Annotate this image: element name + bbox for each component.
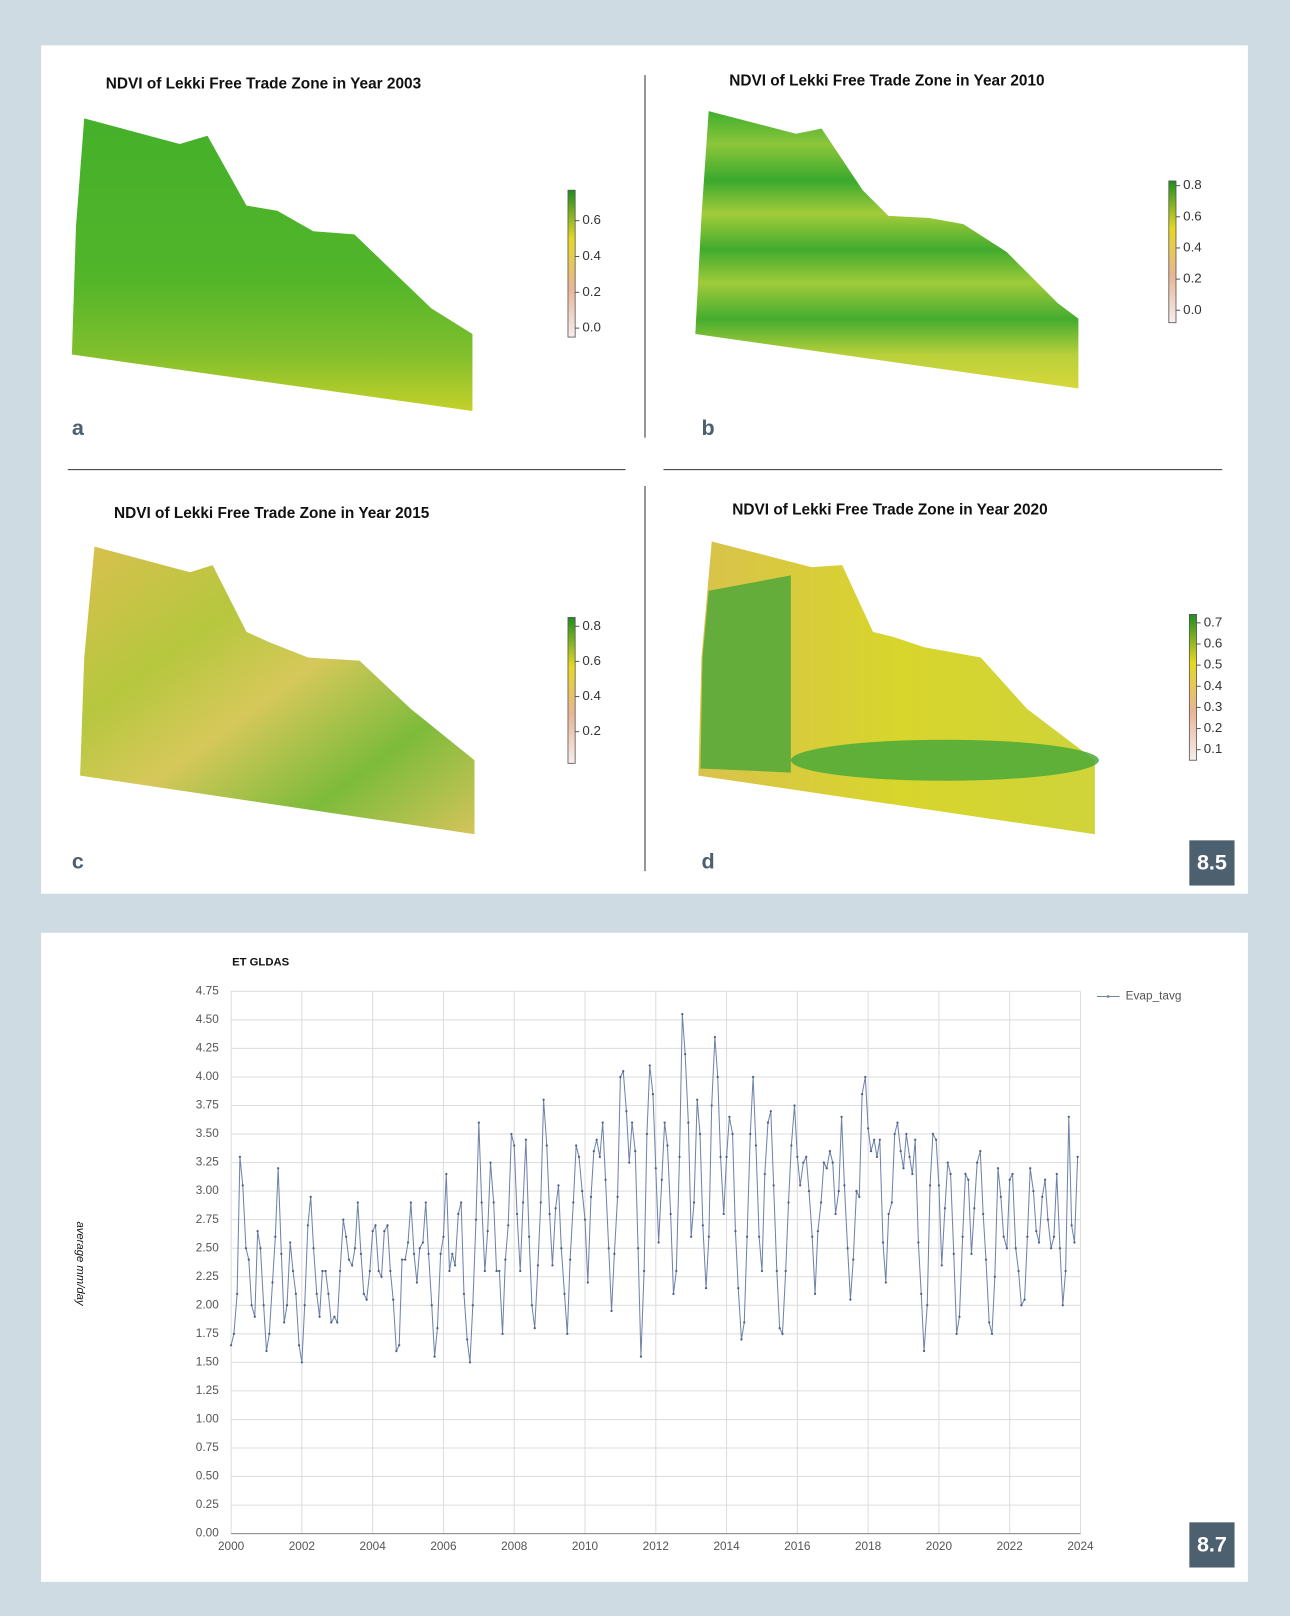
x-tick-label: 2018 (855, 1539, 882, 1553)
colorbar-tick-label: 0.4 (1183, 239, 1202, 254)
panel-label: b (701, 415, 714, 440)
map-title: NDVI of Lekki Free Trade Zone in Year 20… (732, 502, 1047, 519)
panel-label: c (72, 849, 84, 874)
badge-text: 8.5 (1197, 850, 1227, 875)
x-tick-label: 2008 (501, 1539, 528, 1553)
y-tick-label: 0.00 (196, 1526, 219, 1540)
colorbar-tick-label: 0.7 (1204, 614, 1223, 629)
y-tick-label: 4.25 (196, 1041, 219, 1055)
y-tick-label: 1.50 (196, 1354, 219, 1368)
y-tick-label: 3.50 (196, 1126, 219, 1140)
colorbar-tick-label: 0.1 (1204, 741, 1223, 756)
y-tick-label: 3.00 (196, 1183, 219, 1197)
colorbar-tick-label: 0.8 (1183, 177, 1202, 192)
x-tick-label: 2020 (926, 1539, 953, 1553)
chart-title: ET GLDAS (232, 957, 290, 969)
colorbar-tick-label: 0.6 (1183, 208, 1202, 223)
colorbar-tick-label: 0.4 (582, 688, 601, 703)
x-tick-label: 2004 (360, 1539, 387, 1553)
colorbar-tick-label: 0.8 (582, 618, 601, 633)
colorbar-tick-label: 0.2 (1204, 720, 1223, 735)
page: {"badges": ["8.5", "8.7"], "chart_data":… (0, 0, 1290, 1616)
map-title: NDVI of Lekki Free Trade Zone in Year 20… (729, 72, 1044, 89)
colorbar-tick-label: 0.6 (1204, 636, 1223, 651)
x-tick-label: 2016 (784, 1539, 811, 1553)
map-title: NDVI of Lekki Free Trade Zone in Year 20… (106, 75, 421, 92)
colorbar-tick-label: 0.0 (582, 320, 601, 335)
colorbar-tick-label: 0.4 (1204, 678, 1223, 693)
y-tick-label: 1.00 (196, 1412, 219, 1426)
colorbar-tick-label: 0.6 (582, 653, 601, 668)
colorbar-tick-label: 0.2 (582, 284, 601, 299)
colorbar-tick-label: 0.2 (582, 723, 601, 738)
legend-label: Evap_tavg (1126, 989, 1182, 1003)
y-tick-label: 4.50 (196, 1012, 219, 1026)
figure-page: 8.5 8.7 NDVI of Lekki Free Trade Zone in… (0, 0, 1290, 1616)
y-tick-label: 0.50 (196, 1469, 219, 1483)
y-tick-label: 2.25 (196, 1269, 219, 1283)
y-tick-label: 2.50 (196, 1240, 219, 1254)
y-tick-label: 3.25 (196, 1155, 219, 1169)
y-tick-label: 0.25 (196, 1497, 219, 1511)
y-tick-label: 1.25 (196, 1383, 219, 1397)
panel-label: d (701, 849, 714, 874)
colorbar-tick-label: 0.4 (582, 248, 601, 263)
map-title: NDVI of Lekki Free Trade Zone in Year 20… (114, 505, 430, 522)
colorbar-tick-label: 0.5 (1204, 657, 1223, 672)
ndvi-map-detail (791, 740, 1099, 781)
x-tick-label: 2014 (713, 1539, 740, 1553)
x-tick-label: 2022 (997, 1539, 1023, 1553)
colorbar-tick-label: 0.3 (1204, 699, 1223, 714)
y-tick-label: 4.00 (196, 1069, 219, 1083)
x-tick-label: 2012 (643, 1539, 669, 1553)
panel-label: a (72, 415, 85, 440)
y-axis-label: average mm/day (74, 1221, 86, 1306)
y-tick-label: 4.75 (196, 983, 219, 997)
colorbar (568, 190, 575, 337)
y-tick-label: 1.75 (196, 1326, 219, 1340)
colorbar-tick-label: 0.2 (1183, 271, 1202, 286)
x-tick-label: 2002 (289, 1539, 315, 1553)
x-tick-label: 2000 (218, 1539, 245, 1553)
y-tick-label: 0.75 (196, 1440, 219, 1454)
y-tick-label: 3.75 (196, 1098, 219, 1112)
ndvi-map-detail (700, 575, 790, 772)
legend-dot (1107, 995, 1110, 998)
colorbar (568, 617, 575, 763)
badge-text: 8.7 (1197, 1532, 1227, 1557)
y-tick-label: 2.00 (196, 1297, 219, 1311)
x-tick-label: 2024 (1067, 1539, 1094, 1553)
colorbar-tick-label: 0.0 (1183, 302, 1202, 317)
y-tick-label: 2.75 (196, 1212, 219, 1226)
colorbar (1189, 614, 1196, 760)
x-tick-label: 2010 (572, 1539, 599, 1553)
colorbar (1169, 181, 1176, 323)
x-tick-label: 2006 (430, 1539, 457, 1553)
colorbar-tick-label: 0.6 (582, 212, 601, 227)
